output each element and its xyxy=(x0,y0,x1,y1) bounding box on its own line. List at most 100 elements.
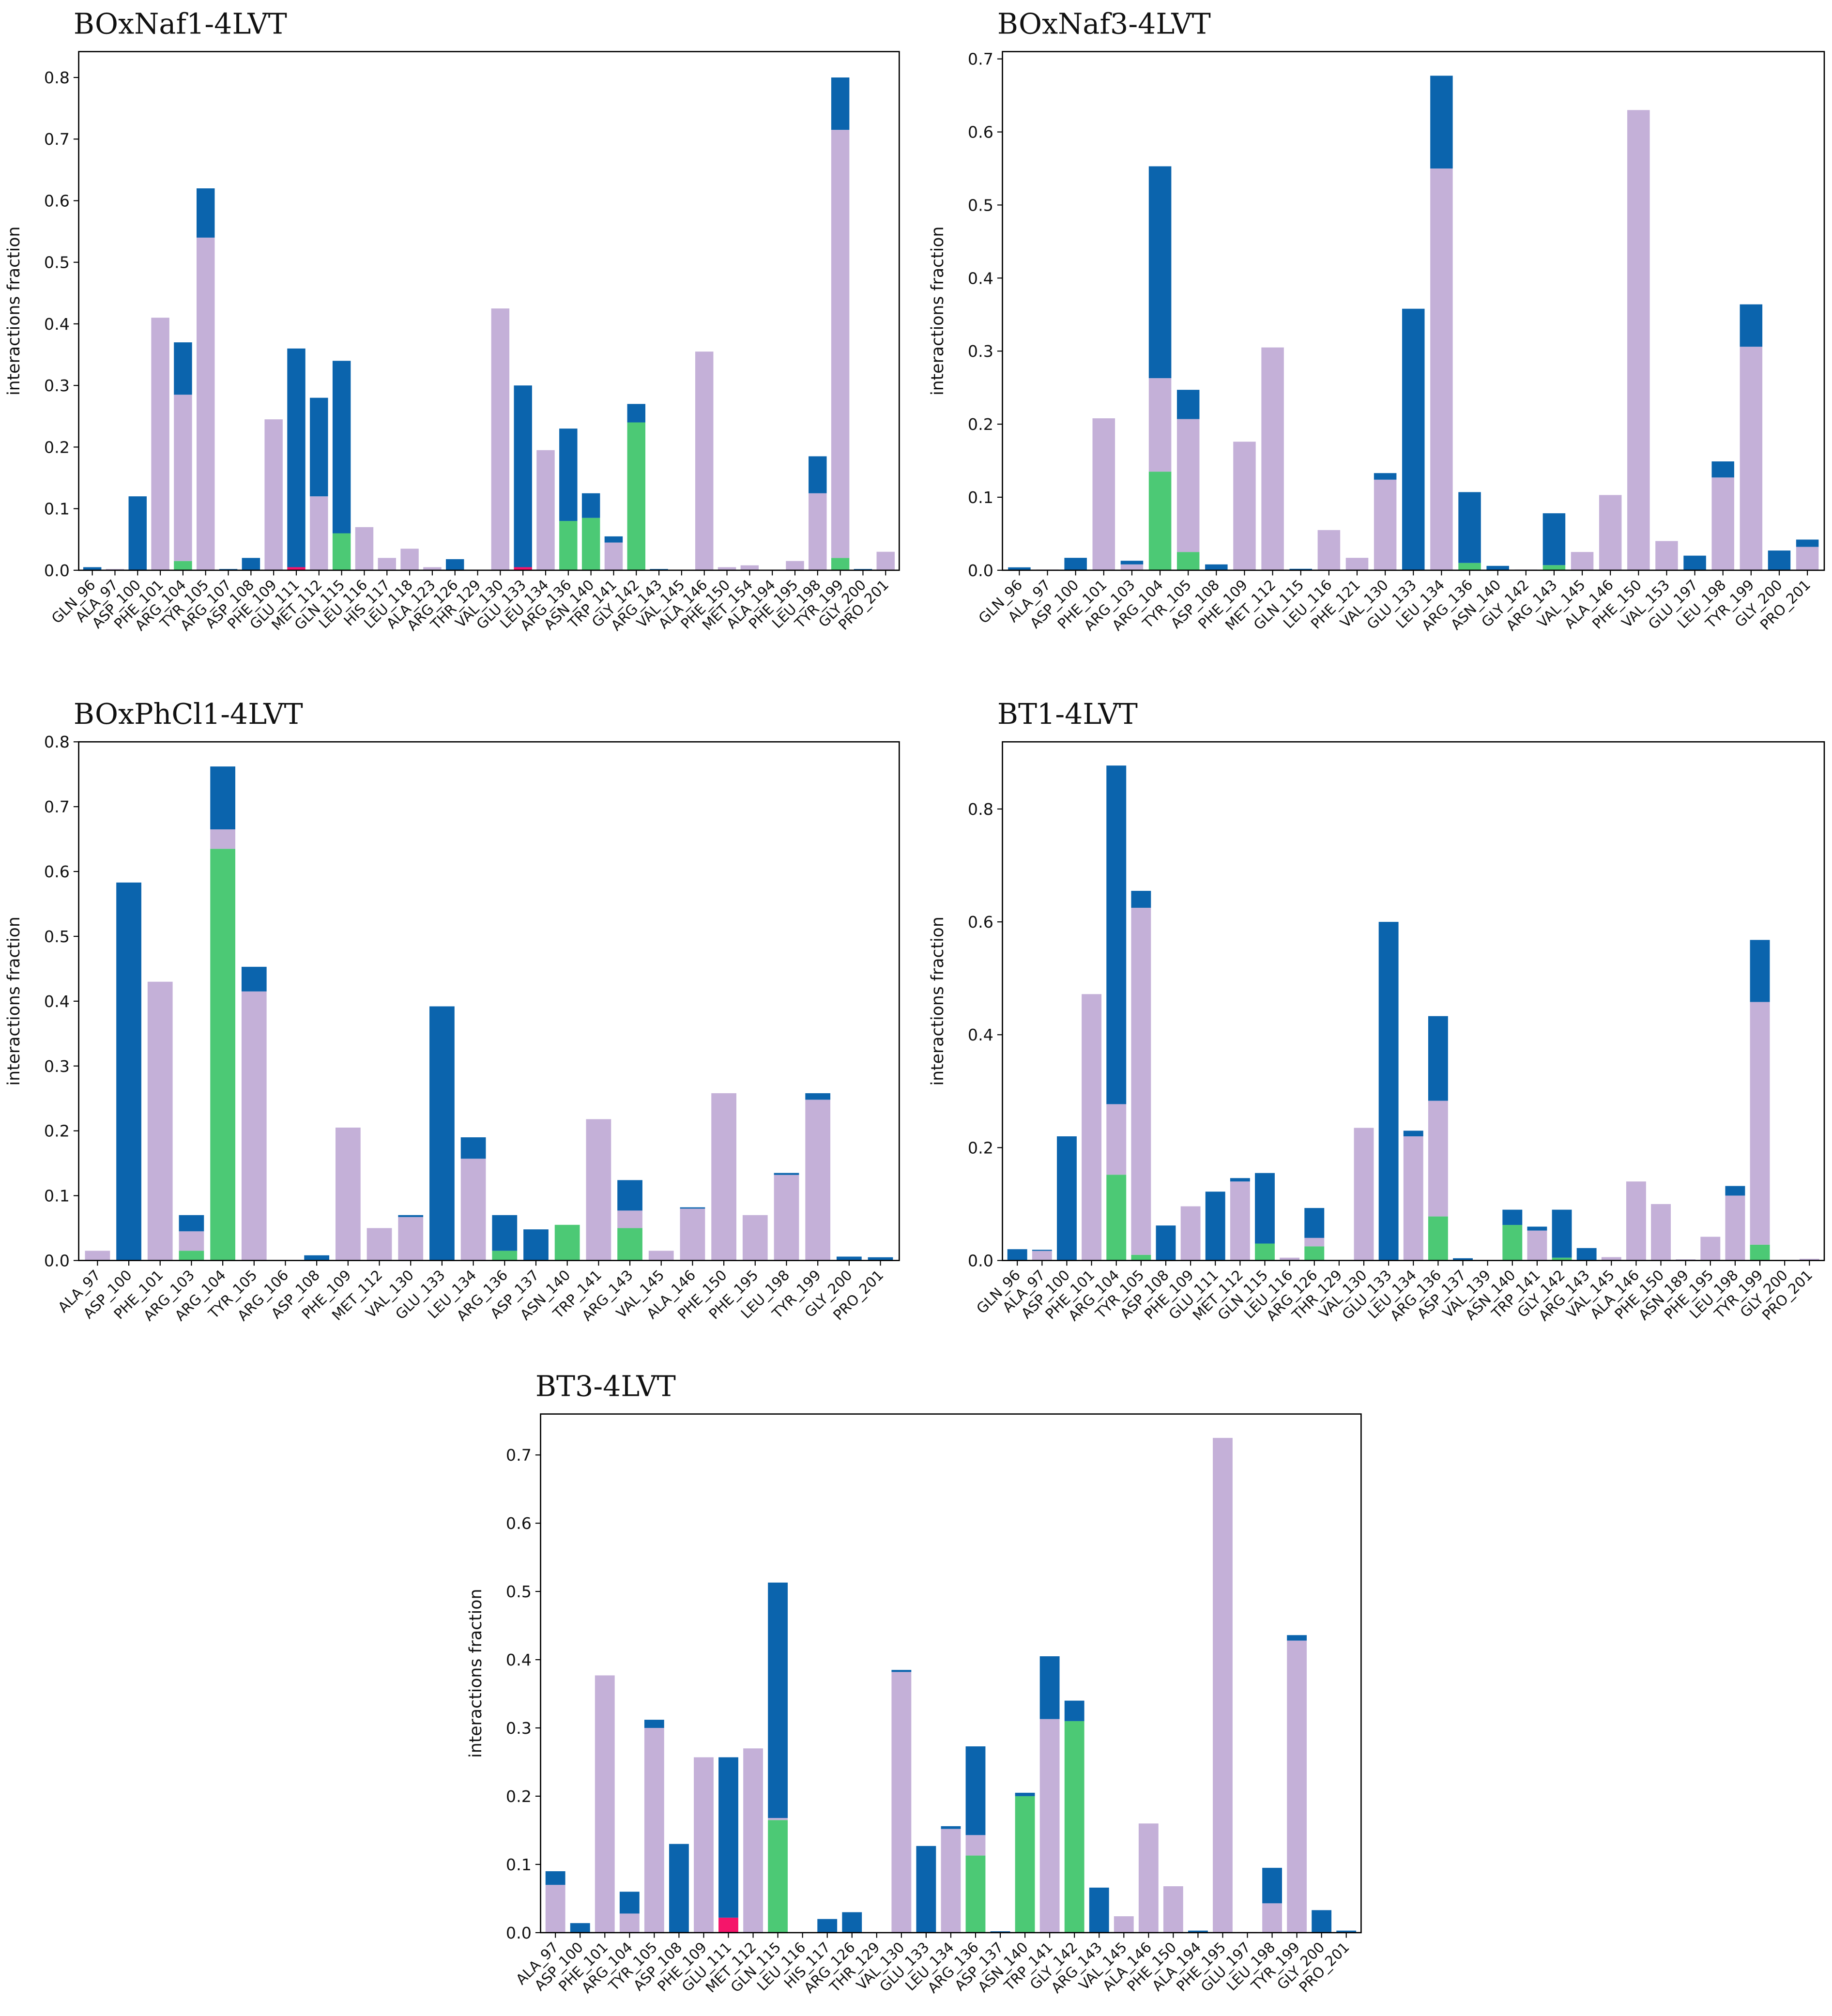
bar-hbond-asn_140 xyxy=(1502,1225,1523,1261)
bar-water-pro_201 xyxy=(868,1257,893,1261)
bar-water-glu_133 xyxy=(916,1846,936,1933)
bar-water-asn_140 xyxy=(1486,565,1509,570)
bar-water-tyr_105 xyxy=(197,188,215,238)
bar-hydrophobic-val_130 xyxy=(1354,1128,1374,1261)
bar-hydrophobic-leu_198 xyxy=(774,1175,799,1261)
bar-hydrophobic-arg_104 xyxy=(1148,378,1172,472)
bar-hydrophobic-phe_195 xyxy=(1700,1237,1721,1261)
bar-hydrophobic-leu_134 xyxy=(1403,1136,1423,1261)
bar-hydrophobic-val_130 xyxy=(398,1217,424,1261)
bar-water-leu_198 xyxy=(774,1173,799,1175)
bar-water-gly_142 xyxy=(1064,1700,1084,1721)
bar-hydrophobic-phe_101 xyxy=(151,318,169,570)
bar-hydrophobic-trp_141 xyxy=(604,542,623,570)
bar-hbond-gln_115 xyxy=(1255,1243,1275,1261)
bar-hydrophobic-phe_150 xyxy=(1163,1886,1183,1933)
bar-hydrophobic-leu_116 xyxy=(1317,530,1341,570)
y-tick-label: 0.2 xyxy=(506,1787,532,1806)
chart-title: BOxPhCl1-4LVT xyxy=(74,698,303,731)
y-tick-label: 0.1 xyxy=(968,488,993,507)
y-tick-label: 0.6 xyxy=(44,191,70,210)
bar-water-arg_126 xyxy=(1304,1208,1325,1238)
bar-water-leu_198 xyxy=(809,456,827,493)
bar-hbond-arg_143 xyxy=(617,1228,642,1261)
bar-hydrophobic-phe_109 xyxy=(264,419,283,570)
bar-water-tyr_105 xyxy=(1131,890,1151,908)
bar-hydrophobic-tyr_105 xyxy=(1131,907,1151,1255)
bar-hydrophobic-arg_136 xyxy=(965,1835,986,1856)
bar-hbond-arg_104 xyxy=(210,849,235,1261)
y-tick-label: 0.1 xyxy=(506,1855,532,1874)
bar-hydrophobic-trp_141 xyxy=(586,1119,611,1261)
y-tick-label: 0.8 xyxy=(44,68,70,87)
y-tick-label: 0.8 xyxy=(968,800,993,819)
y-tick-label: 0.4 xyxy=(44,992,70,1011)
bar-water-leu_198 xyxy=(1262,1867,1282,1904)
bar-hydrophobic-arg_104 xyxy=(210,829,235,849)
bar-water-gly_200 xyxy=(1768,550,1791,570)
y-tick-label: 0.5 xyxy=(44,253,70,272)
bar-water-leu_134 xyxy=(1430,76,1453,168)
bar-hbond-arg_136 xyxy=(965,1855,986,1933)
bar-hydrophobic-phe_109 xyxy=(1233,442,1256,570)
bar-water-asp_108 xyxy=(669,1844,689,1933)
bar-hydrophobic-phe_101 xyxy=(147,981,173,1261)
bar-hydrophobic-ala_123 xyxy=(423,567,442,570)
bar-water-asp_108 xyxy=(304,1255,330,1261)
bar-hydrophobic-phe_150 xyxy=(711,1093,736,1261)
bar-water-arg_104 xyxy=(1106,765,1127,1104)
bar-hbond-gly_142 xyxy=(1064,1721,1084,1933)
bar-water-gln_96 xyxy=(83,567,102,570)
y-tick-label: 0.0 xyxy=(44,1251,70,1270)
bar-water-arg_126 xyxy=(842,1912,862,1933)
chart-5: BT3-4LVTALA_97ASP_100PHE_101ARG_104TYR_1… xyxy=(466,1370,1362,1996)
bar-water-ala_97 xyxy=(545,1871,565,1885)
bar-water-gly_142 xyxy=(1552,1209,1572,1258)
bar-water-val_130 xyxy=(891,1670,912,1672)
bar-water-arg_136 xyxy=(559,428,578,521)
y-tick-label: 0.2 xyxy=(968,1138,993,1157)
bar-hydrophobic-trp_141 xyxy=(1039,1719,1060,1933)
chart-title: BOxNaf3-4LVT xyxy=(997,7,1211,40)
bar-water-his_117 xyxy=(817,1919,838,1933)
bar-hydrophobic-arg_104 xyxy=(1106,1104,1127,1175)
bar-hydrophobic-phe_150 xyxy=(1627,110,1650,570)
bar-water-asp_137 xyxy=(990,1931,1010,1933)
bar-water-leu_198 xyxy=(1725,1186,1745,1196)
bar-hydrophobic-leu_134 xyxy=(941,1829,961,1933)
bar-water-gln_115 xyxy=(1255,1173,1275,1244)
chart-1: BOxNaf1-4LVTGLN_96ALA_97ASP_100PHE_101AR… xyxy=(4,7,900,634)
y-tick-label: 0.5 xyxy=(44,927,70,946)
plot-frame xyxy=(78,741,900,1261)
bar-hbond-tyr_105 xyxy=(1176,552,1200,570)
bar-hydrophobic-arg_143 xyxy=(617,1210,642,1228)
bar-hbond-asn_140 xyxy=(1015,1796,1035,1933)
bar-hydrophobic-pro_201 xyxy=(876,551,895,570)
y-tick-label: 0.0 xyxy=(968,561,993,580)
plot-frame xyxy=(78,51,900,571)
bar-water-arg_104 xyxy=(210,766,235,830)
bar-water-glu_197 xyxy=(1683,555,1706,570)
bar-water-tyr_199 xyxy=(1750,940,1770,1002)
bar-hydrophobic-leu_198 xyxy=(1725,1195,1745,1261)
bar-hydrophobic-val_145 xyxy=(648,1251,674,1261)
y-tick-label: 0.0 xyxy=(506,1924,532,1942)
bar-water-ala_194 xyxy=(1188,1930,1208,1933)
y-tick-label: 0.3 xyxy=(968,342,993,361)
y-tick-label: 0.4 xyxy=(44,315,70,334)
bar-hydrophobic-leu_198 xyxy=(1711,477,1734,570)
bar-water-gln_96 xyxy=(1007,1249,1027,1261)
y-tick-label: 0.4 xyxy=(506,1650,532,1669)
y-tick-label: 0.1 xyxy=(44,500,70,519)
y-axis-label: interactions fraction xyxy=(466,1589,486,1758)
y-tick-label: 0.7 xyxy=(44,130,70,149)
bar-hydrophobic-met_112 xyxy=(743,1748,763,1933)
bar-hydrophobic-phe_150 xyxy=(1651,1204,1671,1261)
bar-hydrophobic-ala_146 xyxy=(680,1208,705,1261)
y-tick-label: 0.5 xyxy=(506,1582,532,1601)
bar-hbond-arg_136 xyxy=(1428,1216,1448,1261)
bar-water-arg_136 xyxy=(492,1215,518,1251)
chart-3: BOxPhCl1-4LVTALA_97ASP_100PHE_101ARG_103… xyxy=(4,698,900,1324)
bar-water-asp_108 xyxy=(242,558,260,570)
bar-hydrophobic-phe_150 xyxy=(718,567,736,570)
